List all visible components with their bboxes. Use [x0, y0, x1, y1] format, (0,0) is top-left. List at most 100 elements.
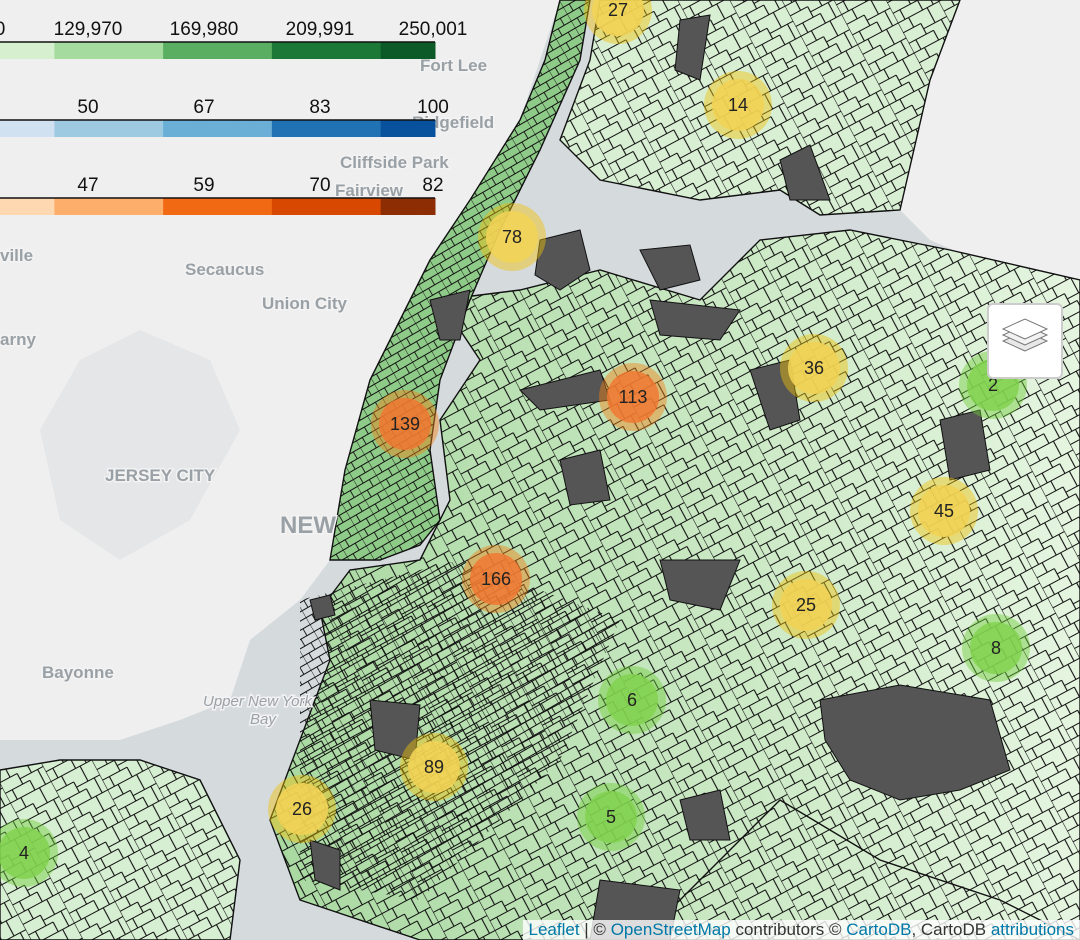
- leaflet-link[interactable]: Leaflet: [528, 920, 580, 939]
- legend-swatch: [358, 198, 371, 215]
- no-data-areas: [309, 14, 1011, 940]
- legend-swatch: [21, 120, 34, 137]
- attribution-text: , CartoDB: [911, 920, 987, 939]
- legend-swatch: [315, 198, 327, 215]
- legend-swatch: [304, 42, 316, 59]
- cluster[interactable]: 45: [910, 477, 978, 545]
- legend-swatch: [119, 42, 131, 59]
- legend-swatch: [261, 198, 273, 215]
- legend-swatch: [250, 120, 262, 137]
- legend-swatch: [271, 42, 284, 59]
- legend-swatch: [130, 42, 142, 59]
- legend-swatch: [261, 42, 273, 59]
- cluster-core: [0, 827, 50, 879]
- cluster[interactable]: 14: [704, 71, 772, 139]
- legend-swatch: [391, 42, 403, 59]
- place-label: Secaucus: [185, 260, 264, 279]
- legend-swatch: [10, 198, 23, 215]
- legend-swatch: [97, 42, 110, 59]
- legend-swatch: [304, 198, 316, 215]
- cluster-count: 166: [481, 569, 511, 589]
- cluster[interactable]: 113: [599, 363, 667, 431]
- cluster[interactable]: 6: [598, 666, 666, 734]
- legend-swatch: [174, 42, 186, 59]
- legend-swatch: [380, 120, 392, 137]
- place-label: Upper New York: [203, 693, 313, 710]
- legend-swatch: [54, 120, 66, 137]
- legend-swatch: [65, 120, 77, 137]
- legend-swatch: [348, 120, 360, 137]
- cluster[interactable]: 166: [462, 545, 530, 613]
- legend-swatch: [380, 198, 392, 215]
- legend-swatch: [119, 120, 131, 137]
- cluster[interactable]: 139: [371, 390, 439, 458]
- cluster[interactable]: 4: [0, 819, 58, 887]
- legend-swatch: [402, 198, 414, 215]
- legend-swatch: [174, 198, 186, 215]
- cluster[interactable]: 5: [577, 783, 645, 851]
- cluster-core: [408, 741, 460, 793]
- legend-swatch: [424, 42, 436, 59]
- legend-swatch: [228, 120, 240, 137]
- legend-swatch: [337, 42, 349, 59]
- cluster[interactable]: 25: [772, 571, 840, 639]
- legend-swatch: [380, 42, 392, 59]
- legend-swatch: [184, 120, 197, 137]
- legend-swatch: [108, 42, 121, 59]
- attributions-link[interactable]: attributions: [990, 920, 1074, 939]
- cluster[interactable]: 89: [400, 733, 468, 801]
- legend-swatch: [250, 42, 262, 59]
- cluster-count: 4: [19, 843, 29, 863]
- layers-control[interactable]: [987, 303, 1063, 379]
- legend-swatch: [250, 198, 262, 215]
- cluster[interactable]: 8: [962, 614, 1030, 682]
- legend-swatch: [152, 198, 164, 215]
- cluster[interactable]: 78: [478, 203, 546, 271]
- legend-swatch: [97, 198, 110, 215]
- legend-swatch: [87, 42, 99, 59]
- legend-swatch: [76, 42, 88, 59]
- legend-tick-label: 250,001: [399, 19, 468, 40]
- legend-swatch: [348, 42, 360, 59]
- cluster-core: [918, 485, 970, 537]
- cluster[interactable]: 36: [780, 334, 848, 402]
- legend-tick-label: 70: [309, 175, 330, 196]
- cluster-count: 14: [728, 95, 748, 115]
- legend-swatch: [184, 198, 197, 215]
- legend-swatch: [54, 198, 66, 215]
- legend-swatch: [402, 120, 414, 137]
- place-label: JERSEY CITY: [105, 466, 216, 485]
- legend-swatch: [271, 120, 284, 137]
- legend-swatch: [413, 120, 425, 137]
- legend-swatch: [32, 42, 44, 59]
- legend-swatch: [97, 120, 110, 137]
- legend-swatch: [315, 42, 327, 59]
- legend-tick-label: 209,991: [286, 19, 355, 40]
- osm-link[interactable]: OpenStreetMap: [610, 920, 731, 939]
- legend-swatch: [206, 42, 218, 59]
- legend-swatch: [217, 120, 229, 137]
- legend-swatch: [369, 120, 382, 137]
- legend-swatch: [326, 120, 338, 137]
- cluster-core: [379, 398, 431, 450]
- cluster[interactable]: 27: [584, 0, 652, 44]
- legend-swatch: [76, 198, 88, 215]
- cluster-count: 89: [424, 757, 444, 777]
- cluster-core: [780, 579, 832, 631]
- legend-swatch: [391, 198, 403, 215]
- legend-swatch: [65, 42, 77, 59]
- legend-swatch: [43, 198, 55, 215]
- legend-swatch: [326, 42, 338, 59]
- cluster[interactable]: 26: [268, 775, 336, 843]
- legend-swatch: [293, 42, 305, 59]
- cluster-count: 2: [988, 375, 998, 395]
- clusters: 27 14 78 36 2 113 139 45 166 25 8 6 89 26 5 4: [0, 0, 1030, 887]
- carto-link[interactable]: CartoDB: [846, 920, 912, 939]
- cluster-count: 139: [390, 414, 420, 434]
- legend-swatch: [0, 42, 12, 59]
- legend-swatch: [358, 120, 371, 137]
- legend-swatch: [348, 198, 360, 215]
- cluster-core: [606, 674, 658, 726]
- legend-swatch: [195, 198, 208, 215]
